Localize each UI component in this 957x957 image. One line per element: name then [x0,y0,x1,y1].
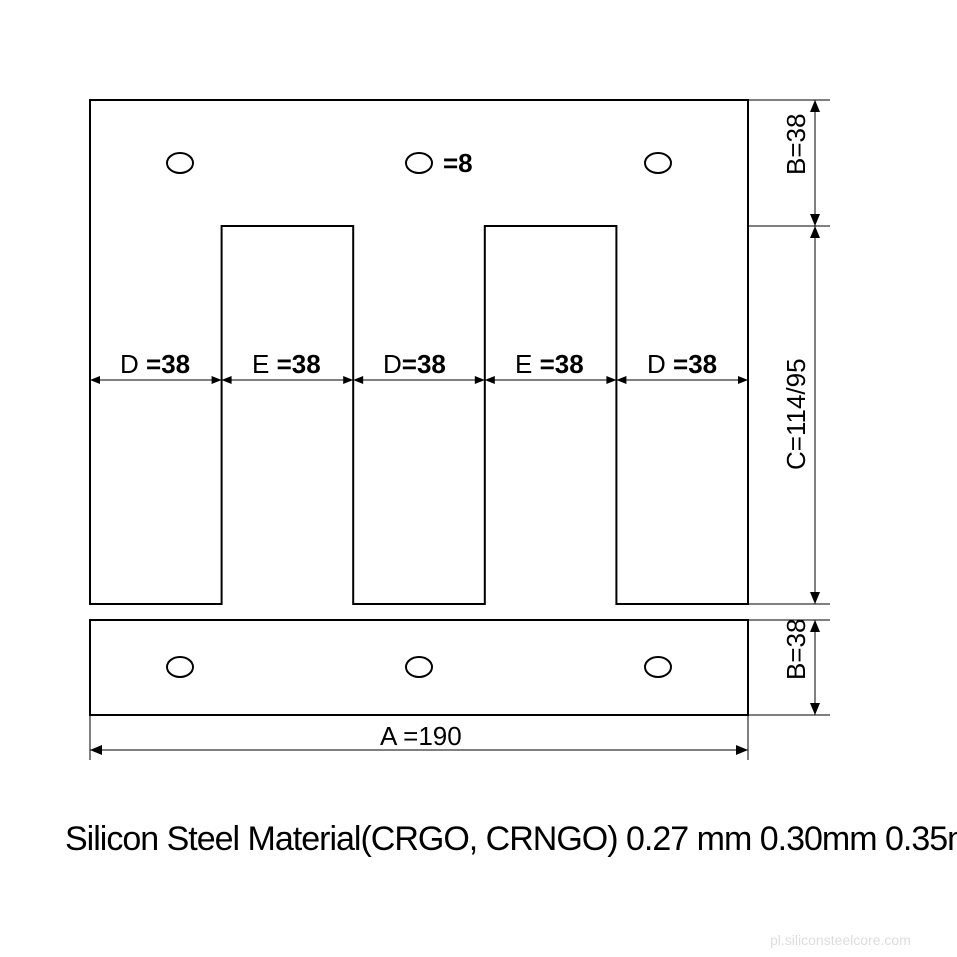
dim-c-value: =114/95 [781,358,811,451]
dim-leg-3: E =38 [515,349,584,379]
lamination-diagram: A =190 B=38 C=114/95 B=38 =8 [0,0,957,957]
dim-c-label: C [781,451,811,470]
dim-leg-0: D =38 [120,349,190,379]
caption: Silicon Steel Material(CRGO, CRNGO) 0.27… [65,820,957,858]
dim-b-top: B=38 [748,100,830,226]
dim-a-label: A [380,721,398,751]
dim-hole: =8 [443,148,473,178]
watermark: pl.siliconsteelcore.com [770,932,911,948]
svg-text:A =190: A =190 [380,721,462,751]
e-hole-2 [406,153,432,173]
svg-text:C=114/95: C=114/95 [781,358,811,470]
dim-b-top-label: B [781,158,811,175]
dim-a-value: =190 [403,721,462,751]
svg-text:B=38: B=38 [781,114,811,175]
dim-b-bottom-value: =38 [781,619,811,663]
dim-b-top-value: =38 [781,114,811,158]
dim-b-bottom-label: B [781,663,811,680]
e-hole-1 [167,153,193,173]
dim-leg-2: D=38 [383,349,446,379]
i-piece-outline [90,620,748,715]
dim-a: A =190 [90,715,748,760]
i-hole-2 [406,657,432,677]
dim-leg-1: E =38 [252,349,321,379]
dim-c: C=114/95 [748,226,830,604]
i-hole-3 [645,657,671,677]
dim-b-bottom: B=38 [748,619,830,715]
i-hole-1 [167,657,193,677]
dim-leg-4: D =38 [647,349,717,379]
svg-text:B=38: B=38 [781,619,811,680]
e-hole-3 [645,153,671,173]
